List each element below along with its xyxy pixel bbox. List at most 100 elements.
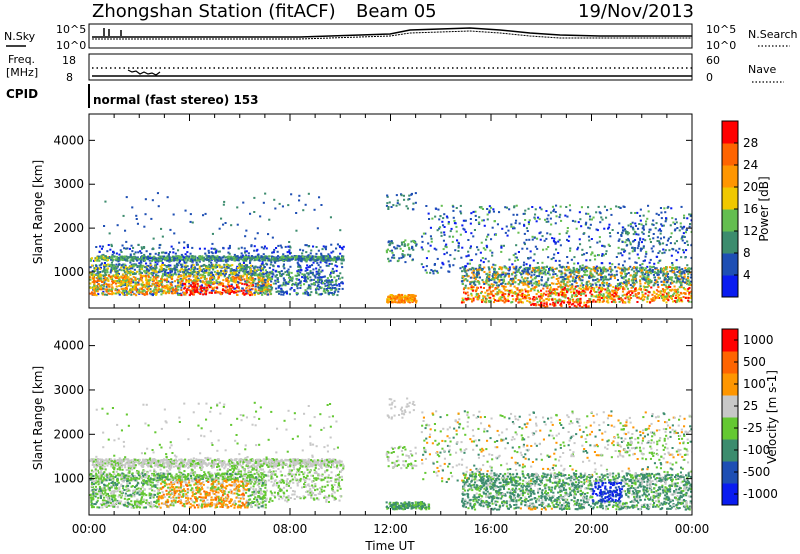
heatmap-cell [567, 240, 570, 242]
heatmap-cell [443, 253, 446, 256]
heatmap-cell [120, 269, 123, 272]
heatmap-cell [670, 207, 673, 210]
heatmap-cell [212, 268, 215, 271]
heatmap-cell [442, 248, 445, 251]
heatmap-cell [130, 265, 133, 268]
heatmap-cell [212, 282, 215, 285]
heatmap-cell [140, 271, 143, 274]
heatmap-cell [152, 290, 155, 293]
heatmap-cell [139, 278, 142, 281]
heatmap-cell [179, 282, 182, 285]
heatmap-cell [263, 258, 266, 261]
heatmap-cell [136, 277, 139, 280]
heatmap-cell [135, 286, 138, 289]
heatmap-cell [643, 278, 646, 281]
heatmap-cell [588, 286, 591, 288]
heatmap-cell [277, 271, 280, 273]
heatmap-cell [297, 263, 300, 266]
heatmap-cell [532, 299, 535, 302]
heatmap-cell [589, 298, 592, 301]
heatmap-cell [470, 212, 473, 215]
heatmap-cell [392, 294, 395, 297]
heatmap-cell [257, 289, 260, 292]
heatmap-cell [570, 295, 573, 298]
heatmap-cell [516, 213, 519, 216]
heatmap-cell [113, 292, 116, 295]
heatmap-cell [280, 275, 283, 278]
heatmap-cell [601, 283, 604, 286]
heatmap-cell [605, 268, 608, 271]
heatmap-cell [664, 274, 667, 277]
heatmap-cell [559, 276, 562, 279]
heatmap-cell [258, 257, 261, 260]
nsky-label: N.Sky [4, 30, 36, 43]
heatmap-cell [174, 287, 177, 290]
heatmap-cell [670, 297, 673, 300]
heatmap-cell [154, 288, 157, 291]
heatmap-cell [642, 228, 645, 231]
heatmap-cell [184, 273, 187, 275]
heatmap-cell [676, 270, 679, 273]
heatmap-cell [547, 246, 550, 248]
heatmap-cell [158, 256, 161, 259]
heatmap-cell [304, 269, 307, 272]
heatmap-cell [101, 281, 104, 283]
heatmap-cell [122, 280, 125, 283]
heatmap-cell [404, 239, 407, 242]
heatmap-cell [486, 213, 489, 216]
heatmap-cell [653, 295, 656, 298]
heatmap-cell [306, 293, 309, 296]
heatmap-cell [408, 301, 411, 304]
heatmap-cell [149, 264, 152, 267]
heatmap-cell [258, 277, 261, 279]
heatmap-cell [267, 282, 270, 285]
heatmap-cell [256, 257, 259, 260]
heatmap-cell [657, 261, 660, 264]
heatmap-cell [680, 237, 683, 240]
heatmap-cell [245, 283, 248, 286]
heatmap-cell [493, 301, 496, 304]
heatmap-cell [666, 287, 669, 290]
heatmap-cell [290, 286, 293, 289]
heatmap-cell [568, 299, 571, 302]
heatmap-cell [244, 254, 247, 257]
heatmap-cell [125, 274, 128, 277]
heatmap-cell [184, 292, 187, 295]
heatmap-cell [165, 258, 168, 261]
heatmap-cell [245, 281, 248, 284]
heatmap-cell [210, 289, 213, 292]
heatmap-cell [99, 273, 102, 276]
heatmap-cell [120, 280, 123, 283]
heatmap-cell [208, 266, 211, 269]
heatmap-cell [529, 250, 532, 253]
heatmap-cell [257, 269, 260, 271]
heatmap-cell [196, 286, 199, 289]
heatmap-cell [130, 267, 133, 270]
heatmap-cell [180, 256, 183, 258]
heatmap-cell [566, 261, 569, 264]
heatmap-cell [225, 290, 228, 293]
heatmap-cell [140, 287, 143, 290]
heatmap-cell [523, 224, 526, 227]
heatmap-cell [177, 285, 180, 288]
heatmap-cell [149, 257, 152, 260]
heatmap-cell [323, 259, 326, 262]
heatmap-cell [220, 265, 223, 268]
heatmap-cell [514, 271, 517, 274]
heatmap-cell [533, 236, 536, 239]
heatmap-cell [103, 285, 106, 288]
heatmap-cell [512, 254, 515, 257]
heatmap-cell [99, 286, 102, 289]
heatmap-cell [143, 225, 146, 228]
heatmap-cell [162, 256, 165, 259]
heatmap-cell [142, 289, 145, 292]
heatmap-cell [665, 217, 668, 220]
heatmap-cell [543, 239, 546, 242]
heatmap-cell [94, 267, 97, 270]
heatmap-cell [450, 227, 453, 230]
heatmap-cell [196, 291, 199, 293]
heatmap-cell [264, 290, 267, 293]
heatmap-cell [126, 283, 129, 286]
heatmap-cell [678, 270, 681, 273]
heatmap-cell [192, 281, 195, 284]
